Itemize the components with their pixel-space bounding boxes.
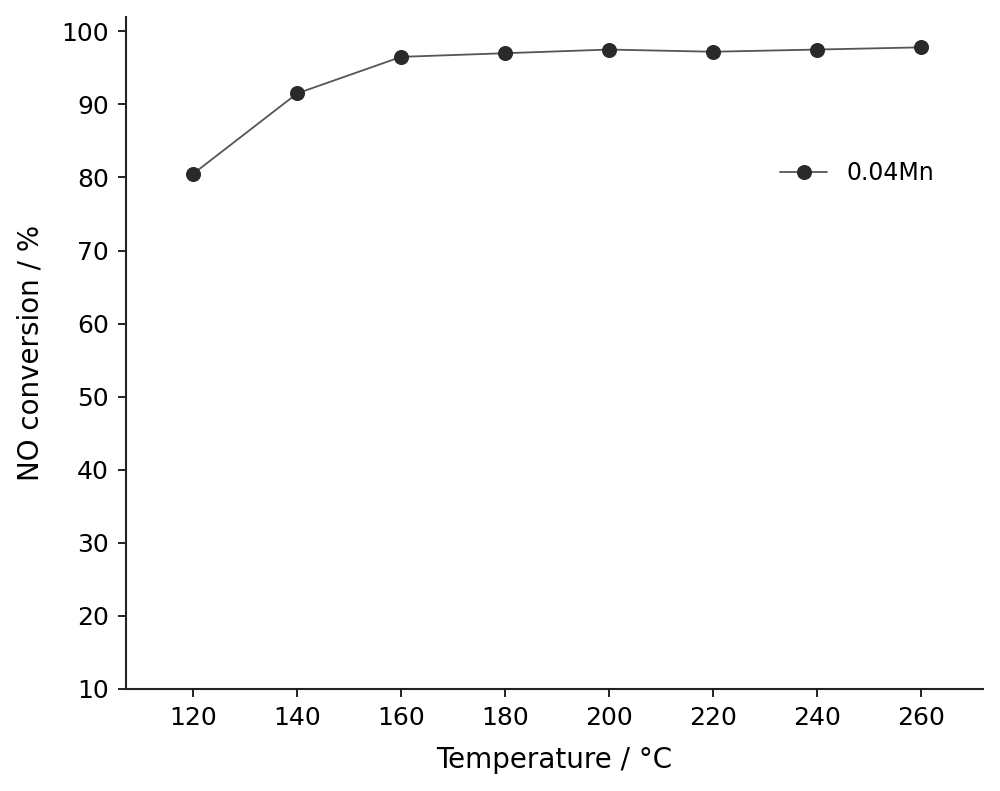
0.04Mn — [187, 169, 199, 179]
0.04Mn — [603, 45, 615, 55]
0.04Mn — [915, 43, 927, 52]
Y-axis label: NO conversion / %: NO conversion / % — [17, 225, 45, 481]
0.04Mn — [811, 45, 823, 55]
Line: 0.04Mn: 0.04Mn — [186, 40, 928, 180]
0.04Mn — [707, 47, 719, 56]
Legend: 0.04Mn: 0.04Mn — [768, 149, 946, 197]
0.04Mn — [499, 48, 511, 58]
0.04Mn — [291, 89, 303, 98]
0.04Mn — [395, 52, 407, 62]
X-axis label: Temperature / °C: Temperature / °C — [436, 747, 673, 774]
